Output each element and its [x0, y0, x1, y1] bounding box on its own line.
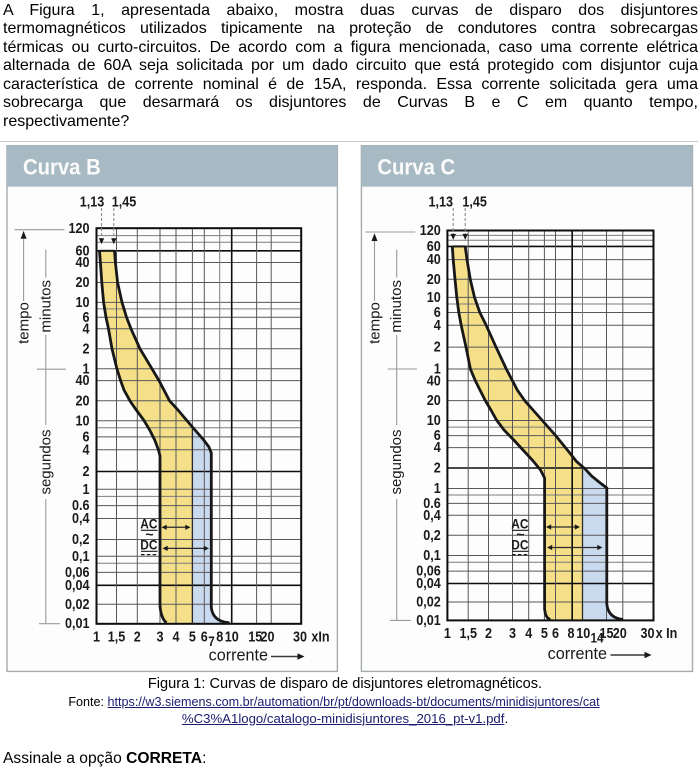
svg-text:Curva C: Curva C	[377, 156, 455, 180]
svg-text:5: 5	[189, 627, 196, 644]
svg-text:tempo: tempo	[366, 302, 383, 344]
svg-text:3: 3	[156, 627, 163, 644]
svg-text:segundos: segundos	[388, 429, 405, 494]
svg-text:0,01: 0,01	[65, 614, 90, 631]
svg-text:40: 40	[75, 371, 89, 388]
svg-text:2: 2	[82, 462, 89, 479]
svg-text:0,1: 0,1	[423, 546, 441, 563]
svg-text:AC: AC	[511, 515, 529, 531]
svg-text:6: 6	[82, 427, 89, 444]
svg-text:0,2: 0,2	[423, 526, 441, 543]
svg-text:20: 20	[75, 391, 89, 408]
svg-text:120: 120	[420, 221, 441, 238]
svg-text:10: 10	[75, 411, 89, 428]
svg-text:10: 10	[427, 411, 441, 428]
svg-text:7: 7	[208, 633, 215, 649]
svg-text:1: 1	[444, 624, 451, 641]
svg-text:2: 2	[434, 459, 441, 476]
svg-text:15: 15	[599, 624, 613, 641]
svg-text:60: 60	[75, 241, 89, 258]
svg-text:0,04: 0,04	[416, 574, 441, 591]
svg-text:minutos: minutos	[388, 280, 405, 333]
svg-text:1,5: 1,5	[459, 624, 477, 641]
svg-text:4: 4	[434, 316, 441, 333]
svg-text:20: 20	[427, 270, 441, 287]
svg-text:Curva B: Curva B	[23, 156, 101, 180]
svg-text:1,13: 1,13	[428, 192, 453, 209]
svg-text:1,13: 1,13	[80, 192, 105, 209]
svg-text:0,4: 0,4	[72, 509, 90, 526]
svg-text:xIn: xIn	[311, 627, 329, 644]
svg-text:1,45: 1,45	[462, 192, 487, 209]
svg-text:20: 20	[260, 627, 274, 644]
svg-text:0,02: 0,02	[65, 595, 90, 612]
svg-text:0,4: 0,4	[423, 506, 441, 523]
svg-text:segundos: segundos	[37, 429, 54, 494]
svg-text:10: 10	[427, 288, 441, 305]
svg-text:10: 10	[576, 624, 590, 641]
svg-text:0,02: 0,02	[416, 593, 441, 610]
svg-text:4: 4	[434, 438, 441, 455]
svg-text:1,5: 1,5	[108, 627, 126, 644]
svg-text:4: 4	[525, 624, 532, 641]
svg-text:DC: DC	[511, 536, 529, 552]
svg-text:10: 10	[225, 627, 239, 644]
svg-text:2: 2	[134, 627, 141, 644]
svg-text:1: 1	[434, 360, 441, 377]
svg-text:6: 6	[552, 624, 559, 641]
svg-text:30: 30	[293, 627, 307, 644]
svg-text:0,2: 0,2	[72, 530, 90, 547]
svg-text:corrente: corrente	[209, 647, 268, 665]
svg-text:6: 6	[434, 426, 441, 443]
svg-text:15: 15	[248, 627, 262, 644]
svg-text:1: 1	[93, 627, 100, 644]
svg-text:4: 4	[82, 319, 89, 336]
svg-text:1,45: 1,45	[112, 192, 137, 209]
svg-text:8: 8	[216, 627, 223, 644]
svg-text:tempo: tempo	[16, 302, 33, 344]
svg-text:~: ~	[145, 526, 153, 542]
svg-text:1: 1	[82, 359, 89, 376]
svg-text:20: 20	[75, 273, 89, 290]
svg-text:4: 4	[82, 440, 89, 457]
svg-text:10: 10	[75, 293, 89, 310]
svg-text:14: 14	[590, 630, 604, 646]
svg-text:0,06: 0,06	[65, 563, 90, 580]
svg-text:1: 1	[434, 479, 441, 496]
svg-text:40: 40	[427, 250, 441, 267]
svg-text:minutos: minutos	[37, 280, 54, 333]
svg-text:0.6: 0.6	[423, 494, 441, 511]
svg-text:corrente: corrente	[548, 645, 607, 663]
svg-text:0,04: 0,04	[65, 576, 90, 593]
svg-text:120: 120	[68, 219, 89, 236]
svg-text:4: 4	[172, 627, 179, 644]
svg-text:8: 8	[567, 624, 574, 641]
svg-text:30: 30	[640, 624, 654, 641]
svg-text:6: 6	[434, 303, 441, 320]
svg-text:~: ~	[516, 526, 524, 542]
svg-text:0,1: 0,1	[72, 547, 90, 564]
svg-text:2: 2	[485, 624, 492, 641]
svg-text:DC: DC	[140, 536, 158, 552]
svg-text:3: 3	[509, 624, 516, 641]
svg-text:2: 2	[82, 339, 89, 356]
svg-text:AC: AC	[140, 515, 158, 531]
svg-text:20: 20	[613, 624, 627, 641]
svg-text:60: 60	[427, 237, 441, 254]
svg-text:x In: x In	[656, 624, 678, 641]
svg-text:40: 40	[427, 371, 441, 388]
svg-text:1: 1	[82, 480, 89, 497]
svg-text:0,01: 0,01	[416, 611, 441, 628]
svg-text:2: 2	[434, 338, 441, 355]
svg-text:20: 20	[427, 391, 441, 408]
svg-text:40: 40	[75, 253, 89, 270]
svg-text:6: 6	[82, 308, 89, 325]
svg-text:0,06: 0,06	[416, 562, 441, 579]
svg-text:5: 5	[541, 624, 548, 641]
svg-text:6: 6	[201, 627, 208, 644]
svg-text:0.6: 0.6	[72, 496, 90, 513]
